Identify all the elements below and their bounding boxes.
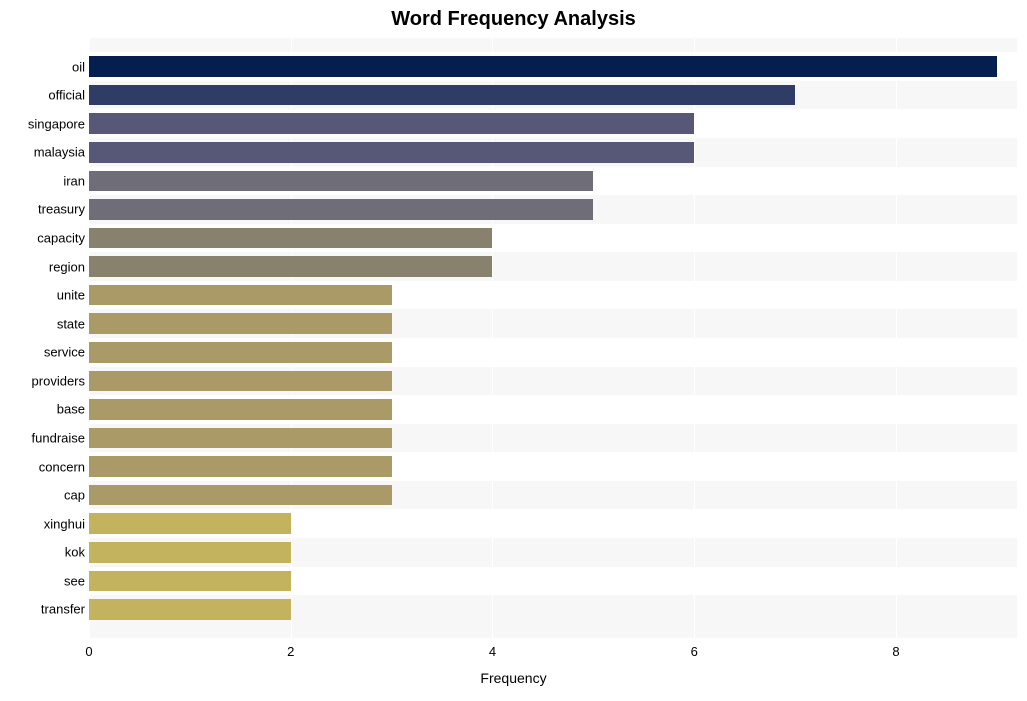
bar <box>89 313 392 334</box>
y-tick-label: base <box>57 402 85 417</box>
bar <box>89 456 392 477</box>
y-tick-label: unite <box>57 288 85 303</box>
bar <box>89 256 492 277</box>
bar <box>89 571 291 592</box>
bar <box>89 285 392 306</box>
x-tick-label: 6 <box>691 644 698 659</box>
x-tick-label: 4 <box>489 644 496 659</box>
y-tick-label: capacity <box>37 231 85 246</box>
bar <box>89 142 694 163</box>
y-tick-label: providers <box>32 373 85 388</box>
chart-container: Word Frequency Analysis Frequency oil off… <box>0 0 1027 701</box>
x-gridline <box>694 38 695 638</box>
y-tick-label: cap <box>64 488 85 503</box>
x-tick-label: 0 <box>85 644 92 659</box>
x-tick-label: 2 <box>287 644 294 659</box>
y-tick-label: state <box>57 316 85 331</box>
x-axis-title: Frequency <box>0 670 1027 686</box>
y-tick-label: service <box>44 345 85 360</box>
bar <box>89 228 492 249</box>
bar <box>89 342 392 363</box>
y-tick-label: singapore <box>28 116 85 131</box>
y-tick-label: region <box>49 259 85 274</box>
bar <box>89 599 291 620</box>
y-tick-label: oil <box>72 59 85 74</box>
y-tick-label: treasury <box>38 202 85 217</box>
x-gridline <box>896 38 897 638</box>
bar <box>89 428 392 449</box>
bar <box>89 485 392 506</box>
y-tick-label: see <box>64 573 85 588</box>
bar <box>89 399 392 420</box>
bar <box>89 199 593 220</box>
chart-title: Word Frequency Analysis <box>0 8 1027 31</box>
y-tick-label: fundraise <box>32 431 85 446</box>
bar <box>89 56 997 77</box>
bar <box>89 113 694 134</box>
y-tick-label: xinghui <box>44 516 85 531</box>
bar <box>89 85 795 106</box>
plot-area <box>89 38 1017 638</box>
bar <box>89 171 593 192</box>
y-tick-label: malaysia <box>34 145 85 160</box>
bar <box>89 542 291 563</box>
x-tick-label: 8 <box>892 644 899 659</box>
y-tick-label: official <box>48 88 85 103</box>
bar <box>89 513 291 534</box>
y-tick-label: concern <box>39 459 85 474</box>
y-tick-label: iran <box>63 173 85 188</box>
y-tick-label: kok <box>65 545 85 560</box>
bar <box>89 371 392 392</box>
y-tick-label: transfer <box>41 602 85 617</box>
